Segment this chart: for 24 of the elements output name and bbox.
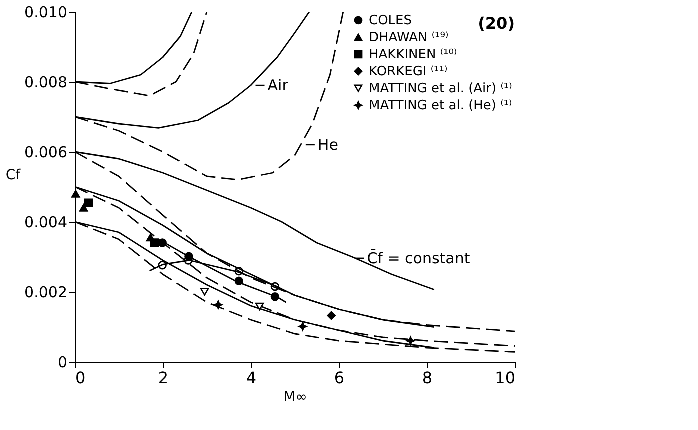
annotation: (20): [478, 14, 515, 33]
x-tick-label: 10: [495, 368, 516, 388]
x-tick-label: 0: [76, 368, 86, 388]
legend-label: HAKKINEN ⁽¹⁰⁾: [369, 48, 458, 62]
legend-label: COLES: [369, 14, 412, 28]
y-tick-label: 0.010: [24, 4, 68, 22]
annotation: C̄f = constant: [367, 248, 470, 268]
y-tick-label: 0.008: [24, 74, 68, 92]
x-tick-label: 6: [334, 368, 345, 388]
y-tick-label: 0.002: [24, 284, 68, 302]
x-tick-label: 8: [422, 368, 433, 388]
annotation: Air: [268, 76, 290, 94]
y-tick-label: 0: [58, 354, 68, 372]
x-tick-label: 4: [246, 368, 257, 388]
y-tick-label: 0.004: [24, 214, 68, 232]
x-axis-title: M∞: [284, 390, 308, 406]
annotation: He: [318, 136, 338, 154]
legend-label: MATTING et al. (Air) ⁽¹⁾: [369, 82, 512, 96]
y-tick-label: 0.006: [24, 144, 68, 162]
legend-label: MATTING et al. (He) ⁽¹⁾: [369, 98, 512, 114]
legend-label: DHAWAN ⁽¹⁹⁾: [369, 30, 449, 46]
x-tick-label: 2: [158, 368, 169, 388]
y-axis-title: Cf: [6, 168, 22, 184]
legend-label: KORKEGI ⁽¹¹⁾: [369, 64, 448, 80]
